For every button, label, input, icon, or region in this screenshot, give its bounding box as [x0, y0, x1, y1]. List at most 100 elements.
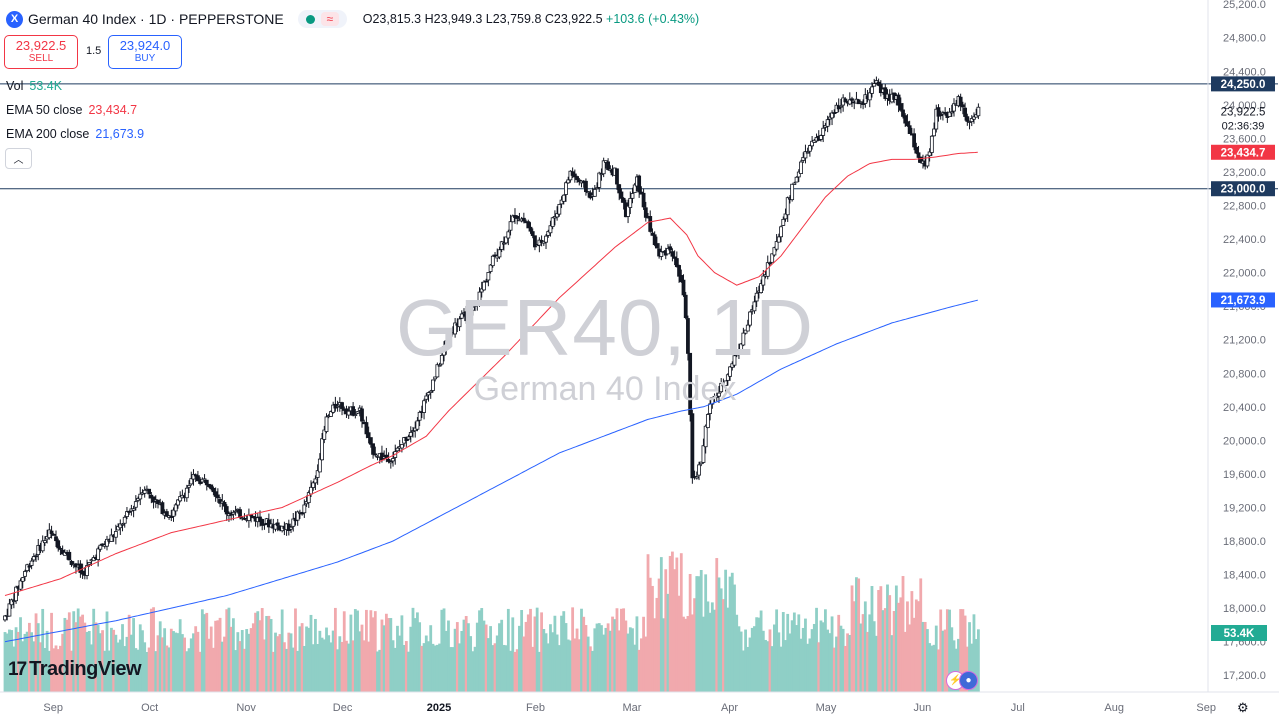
candle-body	[302, 504, 307, 514]
volume-bar	[633, 644, 637, 692]
volume-bar	[265, 616, 269, 692]
volume-bar	[212, 647, 215, 692]
status-pill[interactable]: ≈	[297, 10, 347, 28]
candle-body	[457, 318, 462, 328]
symbol-title[interactable]: German 40 Index · 1D · PEPPERSTONE	[28, 11, 284, 27]
x-tick-label: Jul	[1011, 702, 1025, 714]
candle-body	[741, 332, 746, 346]
candle-body	[484, 280, 489, 283]
ema50-line[interactable]	[4, 151, 978, 596]
volume-bar	[675, 557, 679, 692]
volume-bar	[686, 615, 690, 692]
indicator-volume[interactable]: Vol 53.4K	[6, 79, 62, 93]
volume-bar	[345, 640, 348, 692]
volume-bar	[236, 632, 240, 692]
volume-bar	[192, 633, 195, 692]
volume-bar	[875, 635, 878, 692]
x-tick-label: Sep	[43, 702, 63, 714]
volume-bar	[788, 633, 792, 692]
volume-bar	[664, 569, 668, 692]
volume-bar	[495, 635, 499, 692]
volume-bar	[741, 650, 745, 692]
candle-body	[289, 526, 293, 530]
volume-bar	[770, 646, 774, 692]
candle-body	[317, 458, 322, 473]
candle-body	[728, 366, 732, 377]
candle-body	[779, 226, 783, 238]
candle-body	[322, 429, 327, 440]
volume-bar	[948, 609, 951, 692]
volume-bar	[883, 608, 887, 692]
ema200-line[interactable]	[4, 299, 978, 643]
candle-body	[176, 499, 180, 506]
volume-bar	[926, 629, 929, 692]
volume-bar	[693, 598, 696, 692]
candle-body	[116, 526, 120, 531]
indicator-ema200[interactable]: EMA 200 close 21,673.9	[6, 127, 144, 141]
ema200-label: EMA 200 close	[6, 127, 90, 141]
candle-body	[329, 411, 333, 417]
volume-bar	[174, 632, 178, 692]
volume-bar	[799, 638, 803, 692]
y-tick-label: 22,800.0	[1223, 201, 1266, 213]
candle-body	[790, 183, 795, 201]
candle-body	[925, 154, 930, 167]
volume-bar	[365, 609, 368, 692]
volume-badge-text: 53.4K	[1224, 628, 1255, 640]
volume-bar	[963, 615, 967, 692]
volume-badge	[1211, 625, 1267, 641]
candle-body	[803, 151, 808, 159]
volume-bar	[537, 651, 541, 692]
volume-bar	[54, 645, 58, 692]
candle-body	[821, 127, 826, 136]
candle-body	[918, 156, 923, 163]
volume-bar	[218, 617, 222, 692]
candle-body	[373, 453, 378, 456]
volume-bar	[367, 641, 371, 692]
volume-bar	[471, 651, 475, 692]
volume-bar	[679, 553, 683, 692]
collapse-legend-button[interactable]: ︿	[5, 148, 32, 169]
volume-bar	[276, 636, 280, 692]
time-axis[interactable]: Sep Oct Nov Dec 2025 Feb Mar Apr May Jun Jul Aug Sep	[0, 691, 1279, 714]
volume-bar	[571, 607, 575, 692]
candle-body	[548, 225, 553, 234]
volume-bar	[509, 650, 512, 692]
volume-bar	[302, 645, 306, 692]
volume-bar	[316, 644, 320, 692]
volume-bar	[588, 646, 592, 692]
hline-label-0-text: 24,250.0	[1221, 79, 1266, 91]
volume-bar	[163, 628, 167, 692]
hline-label-1-text: 23,000.0	[1221, 184, 1266, 196]
globe-icon[interactable]: ●	[959, 671, 978, 690]
volume-bar	[147, 647, 151, 692]
candle-body	[222, 502, 227, 507]
candle-body	[934, 108, 939, 130]
indicator-ema50[interactable]: EMA 50 close 23,434.7	[6, 103, 137, 117]
price-axis[interactable]: 25,200.0 24,800.0 24,400.0 24,000.0 23,600.0…	[1207, 0, 1275, 692]
volume-bar	[72, 611, 76, 692]
x-tick-label: Mar	[622, 702, 641, 714]
sell-button[interactable]: 23,922.5 SELL	[4, 35, 78, 69]
candle-body	[78, 563, 83, 573]
volume-bar	[482, 620, 486, 692]
x-tick-label: Dec	[333, 702, 353, 714]
tradingview-logo[interactable]: 17 TradingView	[8, 658, 142, 681]
buy-button[interactable]: 23,924.0 BUY	[108, 35, 182, 69]
candle-body	[142, 489, 147, 494]
volume-bar	[320, 637, 324, 692]
volume-bar	[407, 651, 410, 692]
x-icon[interactable]: X	[6, 10, 23, 28]
candle-body	[599, 173, 604, 176]
volume-bar	[260, 608, 264, 692]
volume-bar	[438, 643, 441, 692]
volume-bar	[531, 646, 535, 692]
gear-icon[interactable]: ⚙	[1237, 700, 1249, 715]
tradingview-mark-icon: 17	[8, 658, 27, 680]
candle-body	[366, 432, 371, 439]
volume-bar	[189, 638, 193, 692]
volume-bar	[12, 646, 16, 692]
volume-bar	[894, 585, 898, 692]
volume-bar	[61, 633, 65, 692]
